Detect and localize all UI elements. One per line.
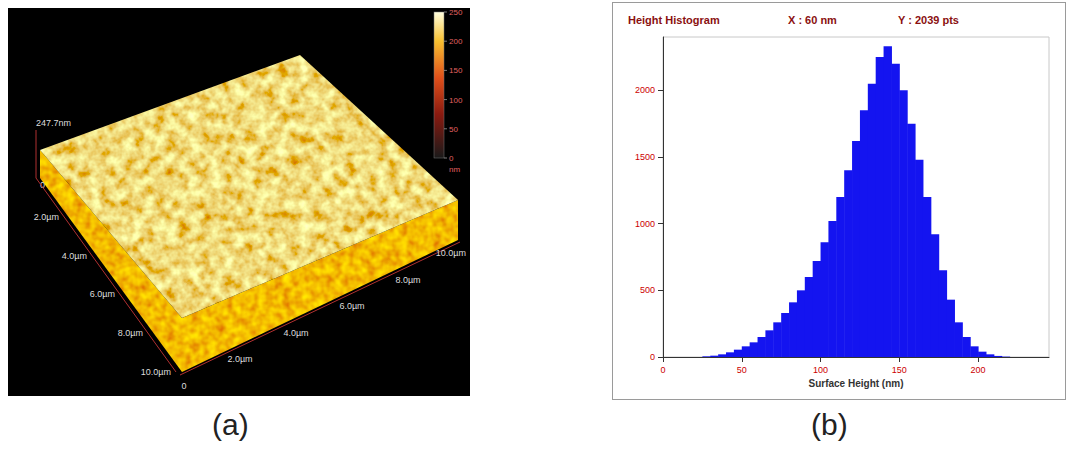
svg-text:0: 0 xyxy=(660,365,665,375)
svg-text:0: 0 xyxy=(40,180,45,190)
svg-text:1000: 1000 xyxy=(635,219,655,229)
svg-text:1500: 1500 xyxy=(635,152,655,162)
svg-text:50: 50 xyxy=(449,125,458,134)
svg-text:200: 200 xyxy=(971,365,986,375)
svg-text:250: 250 xyxy=(449,8,463,17)
svg-text:200: 200 xyxy=(449,37,463,46)
svg-text:500: 500 xyxy=(640,285,655,295)
svg-text:50: 50 xyxy=(737,365,747,375)
svg-text:10.0µm: 10.0µm xyxy=(436,248,466,258)
svg-text:100: 100 xyxy=(813,365,828,375)
svg-text:0: 0 xyxy=(181,381,186,391)
svg-text:Height Histogram: Height Histogram xyxy=(628,14,720,26)
svg-text:4.0µm: 4.0µm xyxy=(283,328,308,338)
svg-text:2.0µm: 2.0µm xyxy=(34,212,59,222)
svg-text:150: 150 xyxy=(892,365,907,375)
html-text:(a): (a) xyxy=(212,408,249,441)
svg-text:8.0µm: 8.0µm xyxy=(395,275,420,285)
svg-text:X : 60 nm: X : 60 nm xyxy=(788,14,837,26)
svg-text:100: 100 xyxy=(449,96,463,105)
svg-text:6.0µm: 6.0µm xyxy=(90,289,115,299)
svg-text:2.0µm: 2.0µm xyxy=(227,354,252,364)
svg-text:Surface Height (nm): Surface Height (nm) xyxy=(808,378,903,389)
svg-text:150: 150 xyxy=(449,66,463,75)
svg-text:Y : 2039 pts: Y : 2039 pts xyxy=(898,14,959,26)
svg-text:0: 0 xyxy=(449,154,454,163)
svg-text:10.0µm: 10.0µm xyxy=(141,367,171,377)
svg-text:8.0µm: 8.0µm xyxy=(118,328,143,338)
svg-text:4.0µm: 4.0µm xyxy=(62,251,87,261)
svg-text:247.7nm: 247.7nm xyxy=(36,118,71,128)
svg-text:6.0µm: 6.0µm xyxy=(339,301,364,311)
svg-text:nm: nm xyxy=(449,165,460,174)
svg-text:0: 0 xyxy=(650,352,655,362)
html-text:(b): (b) xyxy=(811,408,848,441)
svg-text:2000: 2000 xyxy=(635,85,655,95)
